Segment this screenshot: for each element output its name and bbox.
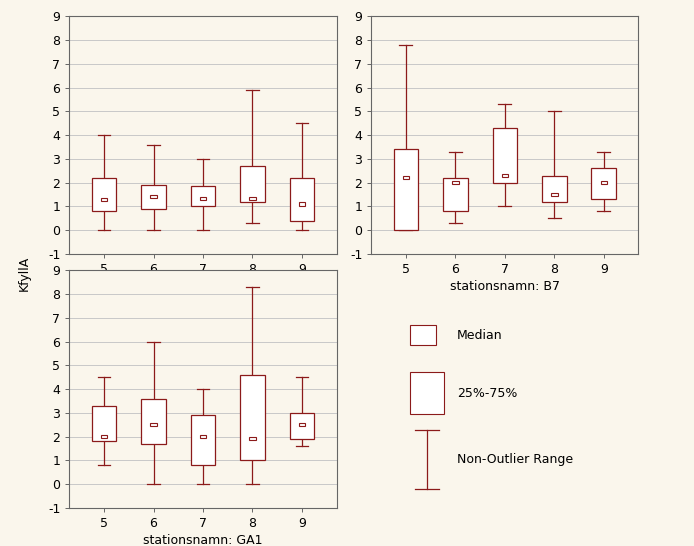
Bar	[191, 186, 215, 206]
Bar	[409, 372, 444, 414]
Bar	[191, 415, 215, 465]
Bar	[542, 175, 567, 201]
Text: Non-Outlier Range: Non-Outlier Range	[457, 453, 573, 466]
Bar	[151, 423, 157, 426]
Bar	[249, 437, 255, 441]
Bar	[200, 197, 206, 200]
X-axis label: stationsnamn: GA1: stationsnamn: GA1	[143, 534, 263, 546]
Bar	[600, 181, 607, 184]
Bar	[141, 185, 166, 209]
Bar	[101, 435, 108, 438]
Bar	[101, 198, 108, 201]
Bar	[289, 413, 314, 439]
Text: KfyllA: KfyllA	[18, 256, 31, 290]
Bar	[551, 193, 557, 196]
Bar	[409, 325, 436, 346]
Bar	[502, 174, 508, 177]
Bar	[151, 195, 157, 198]
Bar	[200, 435, 206, 438]
Bar	[443, 178, 468, 211]
Bar	[298, 423, 305, 426]
Text: 25%-75%: 25%-75%	[457, 387, 518, 400]
Bar	[403, 176, 409, 180]
X-axis label: stationsnamn: B3: stationsnamn: B3	[148, 280, 258, 293]
Bar	[92, 178, 117, 211]
Text: Median: Median	[457, 329, 503, 342]
Bar	[591, 168, 616, 199]
Bar	[92, 406, 117, 441]
Bar	[452, 181, 459, 184]
Bar	[141, 399, 166, 444]
Bar	[240, 166, 265, 201]
Bar	[493, 128, 517, 182]
Bar	[289, 178, 314, 221]
Bar	[240, 375, 265, 460]
Bar	[249, 197, 255, 200]
X-axis label: stationsnamn: B7: stationsnamn: B7	[450, 280, 560, 293]
Bar	[393, 150, 418, 230]
Bar	[298, 203, 305, 205]
